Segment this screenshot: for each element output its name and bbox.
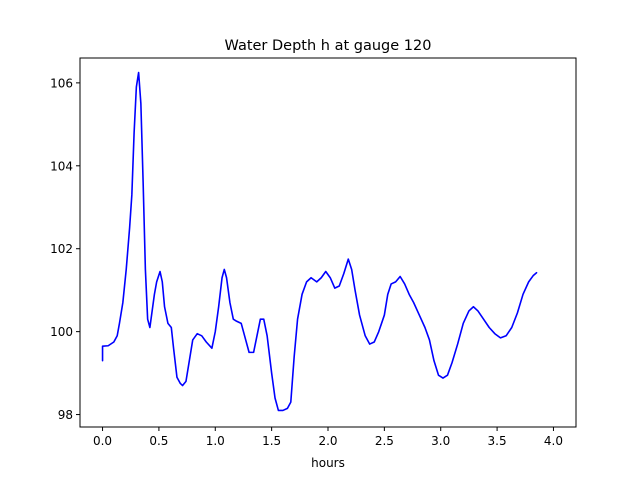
x-tick-label: 0.5 — [149, 434, 168, 448]
x-tick-label: 3.5 — [488, 434, 507, 448]
chart-title: Water Depth h at gauge 120 — [225, 38, 432, 54]
x-tick-label: 0.0 — [93, 434, 112, 448]
x-tick-label: 3.0 — [431, 434, 450, 448]
x-tick-label: 1.0 — [206, 434, 225, 448]
y-tick-label: 98 — [58, 408, 73, 422]
x-axis-label: hours — [311, 456, 345, 470]
y-tick-label: 100 — [50, 325, 73, 339]
x-tick-label: 2.5 — [375, 434, 394, 448]
x-tick-label: 1.5 — [262, 434, 281, 448]
y-tick-label: 106 — [50, 76, 73, 90]
x-tick-label: 2.0 — [318, 434, 337, 448]
series-line-0 — [101, 71, 538, 412]
x-tick-label: 4.0 — [544, 434, 563, 448]
y-tick-label: 104 — [50, 159, 73, 173]
y-tick-label: 102 — [50, 242, 73, 256]
y-axis: 98 100 102 104 106 — [50, 76, 80, 422]
x-axis: 0.0 0.5 1.0 1.5 2.0 2.5 3.0 3.5 4.0 — [93, 427, 563, 448]
plot-area — [101, 71, 538, 412]
